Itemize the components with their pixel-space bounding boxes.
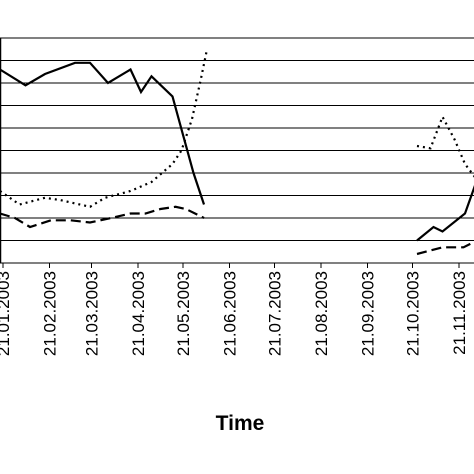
x-tick-label: 21.11.2003 <box>450 271 469 355</box>
x-tick-label: 21.09.2003 <box>359 271 378 356</box>
series-line <box>0 49 209 208</box>
series-line <box>0 205 205 229</box>
x-tick-label: 21.06.2003 <box>221 271 240 356</box>
x-tick-label: 21.02.2003 <box>41 271 60 356</box>
x-tick-label: 21.07.2003 <box>266 271 285 356</box>
x-axis-title: Time <box>216 412 265 435</box>
x-tick-label: 21.04.2003 <box>129 271 148 356</box>
x-tick-label: 21.03.2003 <box>83 271 102 356</box>
x-tick-label: 21.08.2003 <box>312 271 331 356</box>
x-tick-label: 21.01.2003 <box>0 271 13 356</box>
series-line <box>416 240 474 256</box>
series-line <box>416 184 474 242</box>
series-line <box>0 61 206 205</box>
series-line <box>416 114 474 178</box>
x-tick-label: 21.10.2003 <box>404 271 423 356</box>
x-tick-label: 21.05.2003 <box>174 271 193 356</box>
